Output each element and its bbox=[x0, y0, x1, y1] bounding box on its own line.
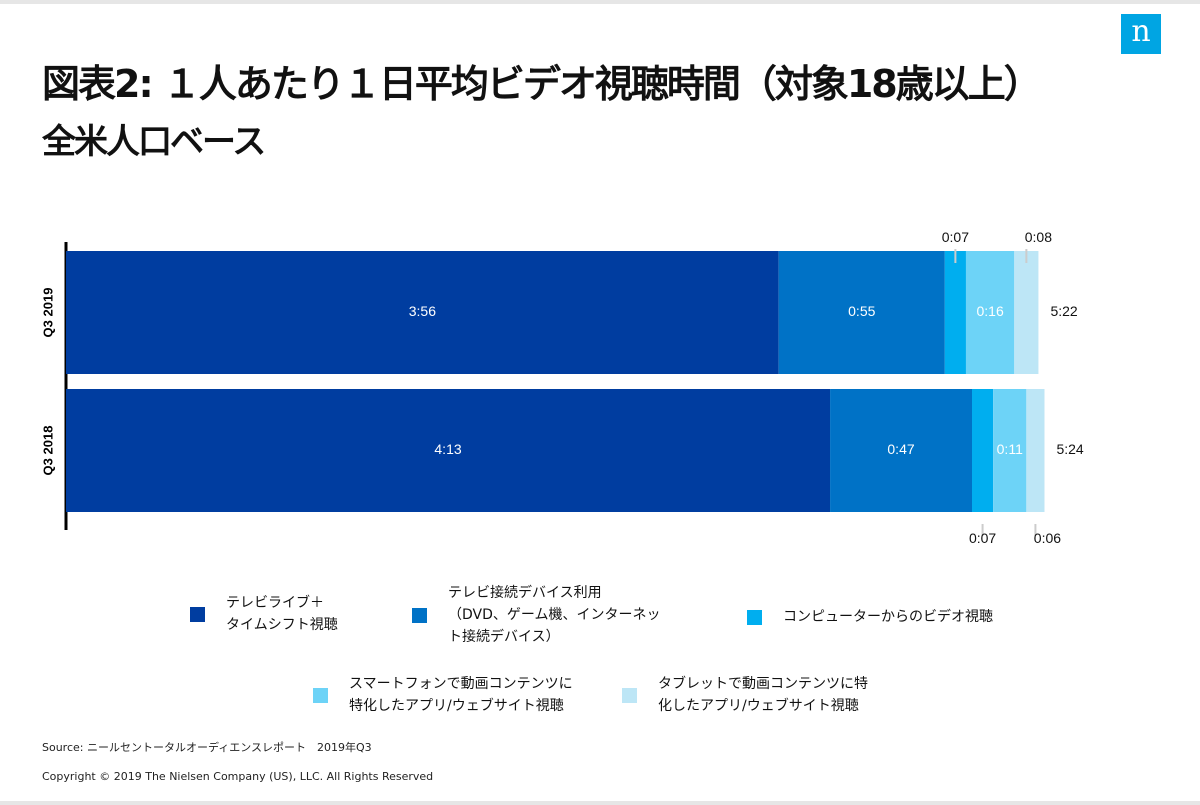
bar-segment bbox=[66, 389, 831, 512]
bar-segment bbox=[66, 251, 779, 374]
total-label: 5:24 bbox=[1056, 441, 1083, 457]
logo-letter: n bbox=[1131, 14, 1151, 49]
data-label: 4:13 bbox=[434, 441, 461, 457]
legend-swatch bbox=[190, 607, 205, 622]
legend-label: コンピューターからのビデオ視聴 bbox=[783, 609, 993, 625]
data-label: 0:07 bbox=[942, 229, 969, 245]
legend-label: タブレットで動画コンテンツに特 化したアプリ/ウェブサイト視聴 bbox=[658, 676, 868, 714]
data-label: 0:16 bbox=[976, 303, 1003, 319]
stacked-bar-chart: Q3 2019 3:56 0:55 0:07 0:16 0:08 5:22 Q3 2018 4:… bbox=[40, 229, 1084, 546]
bar-segment bbox=[972, 389, 994, 512]
chart-title: 図表2: １人あたり１日平均ビデオ視聴時間（対象18歳以上） bbox=[42, 62, 1042, 106]
data-label: 0:06 bbox=[1034, 530, 1061, 546]
bar-segment bbox=[944, 251, 966, 374]
bar-segment bbox=[993, 389, 1027, 512]
legend-swatch bbox=[412, 608, 427, 623]
nielsen-logo: n bbox=[1121, 14, 1161, 54]
data-label: 0:08 bbox=[1025, 229, 1052, 245]
source-note: Source: ニールセントータルオーディエンスレポート 2019年Q3 bbox=[42, 741, 372, 754]
bar-segment bbox=[1014, 251, 1039, 374]
top-border bbox=[0, 0, 1200, 4]
legend-label: スマートフォンで動画コンテンツに 特化したアプリ/ウェブサイト視聴 bbox=[349, 676, 573, 714]
legend-swatch bbox=[313, 688, 328, 703]
bar-segment bbox=[965, 251, 1015, 374]
chart-subtitle: 全米人口ベース bbox=[42, 122, 266, 162]
data-label: 3:56 bbox=[409, 303, 436, 319]
bar-segment bbox=[1026, 389, 1045, 512]
legend-label: テレビライブ＋ タイムシフト視聴 bbox=[226, 595, 338, 633]
data-label: 0:11 bbox=[997, 441, 1023, 457]
data-label: 0:55 bbox=[848, 303, 875, 319]
category-label: Q3 2019 bbox=[40, 288, 55, 338]
total-label: 5:22 bbox=[1050, 303, 1077, 319]
legend-swatch bbox=[747, 610, 762, 625]
data-label: 0:07 bbox=[969, 530, 996, 546]
legend-swatch bbox=[622, 688, 637, 703]
bar-segment bbox=[830, 389, 972, 512]
legend-label: テレビ接続デバイス利用 （DVD、ゲーム機、インターネッ ト接続デバイス） bbox=[448, 585, 661, 645]
bar-segment bbox=[778, 251, 945, 374]
bottom-border bbox=[0, 801, 1200, 805]
copyright: Copyright © 2019 The Nielsen Company (US… bbox=[42, 770, 434, 783]
category-label: Q3 2018 bbox=[40, 426, 55, 476]
data-label: 0:47 bbox=[887, 441, 914, 457]
